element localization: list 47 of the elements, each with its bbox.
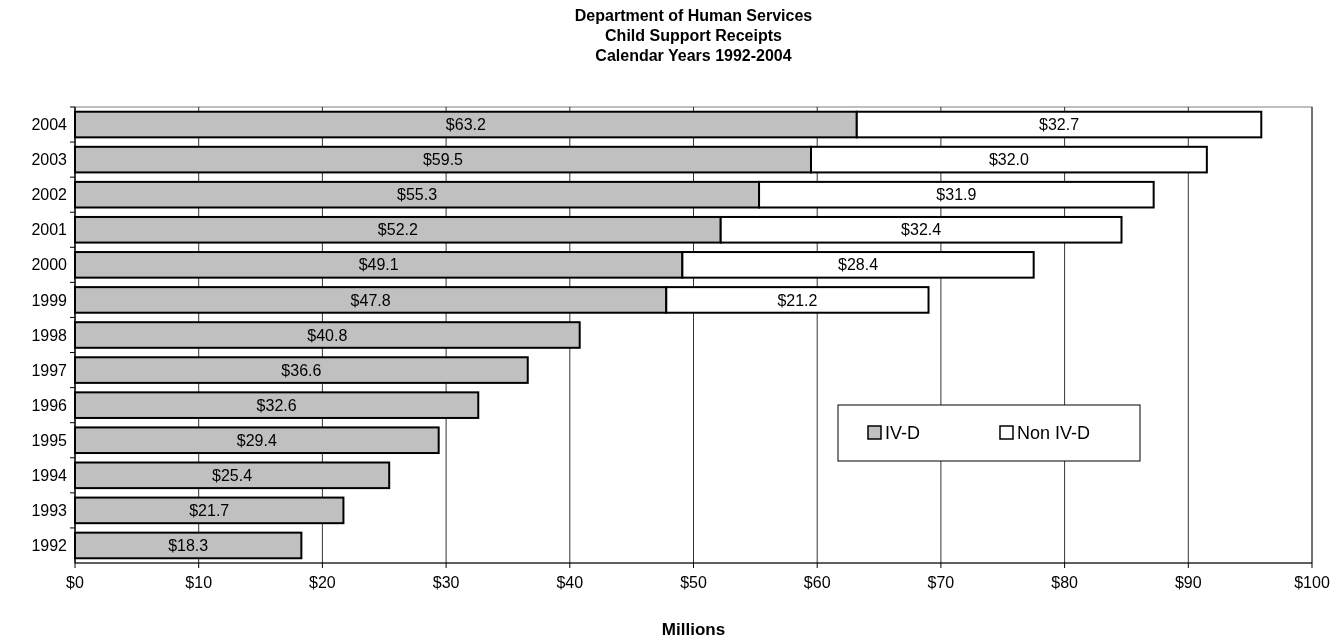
y-tick-label: 1996 bbox=[31, 396, 68, 414]
data-label: $52.2 bbox=[377, 221, 418, 239]
x-tick-label: $60 bbox=[803, 574, 831, 591]
x-tick-label: $0 bbox=[66, 574, 84, 591]
legend-label: IV-D bbox=[885, 423, 921, 444]
legend-label: Non IV-D bbox=[1017, 423, 1091, 444]
data-label: $63.2 bbox=[445, 116, 487, 134]
y-tick-label: 2002 bbox=[31, 186, 68, 204]
y-tick-label: 1997 bbox=[31, 361, 68, 379]
x-tick-label: $70 bbox=[927, 574, 955, 591]
data-label: $29.4 bbox=[236, 431, 277, 449]
y-tick-label: 1998 bbox=[31, 326, 68, 344]
x-tick-label: $10 bbox=[185, 574, 213, 591]
data-label: $18.3 bbox=[168, 537, 209, 555]
data-label: $55.3 bbox=[397, 186, 438, 204]
data-label: $32.6 bbox=[256, 396, 297, 414]
x-tick-label: $100 bbox=[1294, 574, 1330, 591]
data-label: $32.4 bbox=[901, 221, 942, 239]
data-label: $40.8 bbox=[307, 326, 348, 344]
y-tick-label: 1994 bbox=[31, 466, 68, 484]
x-tick-label: $40 bbox=[556, 574, 584, 591]
x-tick-label: $50 bbox=[680, 574, 707, 591]
y-tick-label: 1993 bbox=[31, 501, 68, 519]
x-tick-label: $30 bbox=[432, 574, 460, 591]
data-label: $36.6 bbox=[281, 361, 322, 379]
x-tick-label: $90 bbox=[1174, 574, 1202, 591]
y-tick-label: 2000 bbox=[31, 256, 68, 274]
x-tick-label: $20 bbox=[309, 574, 336, 591]
data-label: $21.7 bbox=[189, 501, 230, 519]
data-label: $59.5 bbox=[422, 151, 464, 169]
data-label: $32.0 bbox=[988, 151, 1030, 169]
data-label: $21.2 bbox=[777, 291, 818, 309]
chart-title: Department of Human Services Child Support Receipts Calendar Years 1992-2004 bbox=[574, 7, 813, 64]
data-label: $28.4 bbox=[838, 256, 879, 274]
y-tick-label: 1999 bbox=[31, 291, 68, 309]
data-label: $31.9 bbox=[936, 186, 977, 204]
x-tick-label: $80 bbox=[1051, 574, 1079, 591]
x-axis-title: Millions bbox=[661, 620, 726, 639]
y-tick-label: 2003 bbox=[31, 151, 68, 169]
y-tick-label: 2001 bbox=[31, 221, 68, 239]
data-label: $47.8 bbox=[350, 291, 391, 309]
data-label: $32.7 bbox=[1039, 116, 1080, 134]
data-label: $49.1 bbox=[358, 256, 399, 274]
y-tick-label: 2004 bbox=[31, 116, 68, 134]
data-label: $25.4 bbox=[212, 466, 253, 484]
y-tick-label: 1992 bbox=[31, 537, 68, 555]
y-tick-label: 1995 bbox=[31, 431, 68, 449]
